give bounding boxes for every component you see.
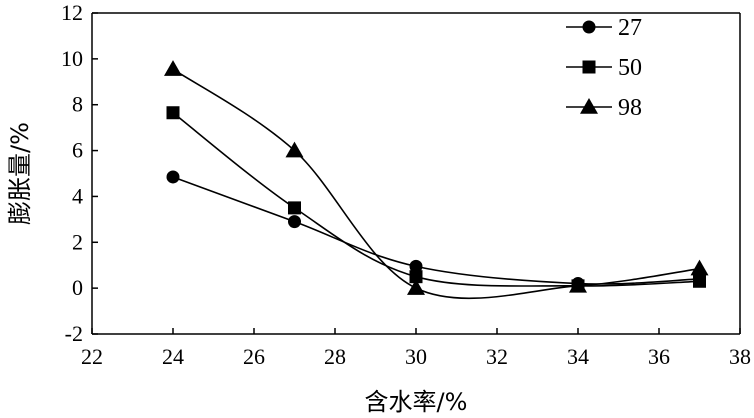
series-line-27 bbox=[172, 176, 700, 285]
y-tick-label: 12 bbox=[61, 0, 83, 25]
x-tick-label: 34 bbox=[567, 344, 589, 369]
chart-series bbox=[164, 60, 709, 300]
y-tick-label: 0 bbox=[72, 275, 83, 300]
data-point-98 bbox=[569, 276, 587, 293]
legend-marker bbox=[582, 60, 596, 74]
legend-item-50: 50 bbox=[566, 55, 642, 81]
y-tick-label: 2 bbox=[72, 229, 83, 254]
x-tick-label: 26 bbox=[243, 344, 265, 369]
data-point-98 bbox=[407, 279, 425, 295]
legend-label: 50 bbox=[618, 55, 642, 81]
data-point-27 bbox=[288, 215, 301, 229]
legend-label: 27 bbox=[618, 15, 642, 41]
x-tick-label: 28 bbox=[324, 344, 346, 369]
series-98 bbox=[164, 60, 709, 300]
x-tick-label: 22 bbox=[81, 344, 103, 369]
data-point-98 bbox=[690, 259, 709, 276]
series-27 bbox=[166, 170, 706, 291]
y-tick-label: 6 bbox=[72, 138, 83, 163]
data-point-50 bbox=[693, 274, 706, 288]
y-tick-label: -2 bbox=[65, 321, 83, 346]
data-point-50 bbox=[288, 201, 301, 215]
data-point-27 bbox=[166, 170, 180, 184]
legend-marker bbox=[582, 20, 596, 34]
legend-marker bbox=[580, 98, 598, 114]
data-point-50 bbox=[166, 106, 180, 120]
x-axis-title: 含水率/% bbox=[365, 388, 468, 416]
legend-item-27: 27 bbox=[566, 15, 642, 41]
x-tick-label: 38 bbox=[729, 344, 751, 369]
data-point-98 bbox=[285, 141, 304, 158]
series-line-50 bbox=[172, 112, 700, 287]
legend-item-98: 98 bbox=[566, 95, 642, 121]
data-point-50 bbox=[409, 270, 423, 284]
x-tick-label: 36 bbox=[648, 344, 670, 369]
chart-legend: 27 50 98 bbox=[566, 15, 642, 121]
y-tick-label: 8 bbox=[72, 92, 83, 117]
legend-label: 98 bbox=[618, 95, 642, 121]
data-point-98 bbox=[164, 60, 182, 76]
y-tick-label: 4 bbox=[72, 183, 83, 208]
x-tick-label: 30 bbox=[405, 344, 427, 369]
y-axis-title: 膨胀量/% bbox=[6, 122, 34, 225]
x-tick-label: 32 bbox=[486, 344, 508, 369]
x-tick-label: 24 bbox=[162, 344, 184, 369]
data-point-27 bbox=[409, 259, 423, 273]
y-tick-label: 10 bbox=[61, 46, 83, 71]
series-50 bbox=[166, 106, 706, 293]
